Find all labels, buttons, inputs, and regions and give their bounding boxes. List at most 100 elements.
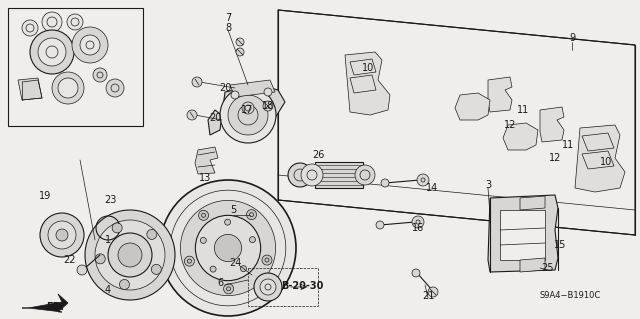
Text: 1: 1	[105, 235, 111, 245]
Text: 19: 19	[39, 191, 51, 201]
Circle shape	[214, 234, 242, 262]
Circle shape	[246, 210, 257, 220]
Bar	[315, 162, 363, 188]
Circle shape	[80, 35, 100, 55]
Circle shape	[30, 30, 74, 74]
Polygon shape	[575, 125, 625, 192]
Bar	[8, 8, 143, 126]
Circle shape	[231, 91, 239, 99]
Text: 11: 11	[562, 140, 574, 150]
Text: 4: 4	[105, 285, 111, 295]
Circle shape	[412, 269, 420, 277]
Polygon shape	[520, 258, 545, 272]
Circle shape	[355, 165, 375, 185]
Text: S9A4−B1910C: S9A4−B1910C	[540, 292, 600, 300]
Text: 8: 8	[225, 23, 231, 33]
Text: 11: 11	[517, 105, 529, 115]
Circle shape	[195, 215, 260, 281]
Bar	[248, 268, 318, 306]
Circle shape	[236, 48, 244, 56]
Circle shape	[22, 20, 38, 36]
Circle shape	[67, 14, 83, 30]
Circle shape	[147, 229, 157, 239]
Text: 23: 23	[104, 195, 116, 205]
Circle shape	[95, 220, 165, 290]
Text: B-20-30: B-20-30	[281, 281, 323, 291]
Circle shape	[77, 265, 87, 275]
Circle shape	[260, 279, 276, 295]
Text: 7: 7	[225, 13, 231, 23]
Text: 20: 20	[219, 83, 231, 93]
Polygon shape	[208, 85, 285, 138]
Circle shape	[412, 216, 424, 228]
Circle shape	[106, 79, 124, 97]
Circle shape	[376, 221, 384, 229]
Circle shape	[417, 174, 429, 186]
Text: 24: 24	[229, 258, 241, 268]
Circle shape	[236, 38, 244, 46]
Circle shape	[250, 237, 255, 243]
Circle shape	[192, 77, 202, 87]
Text: 26: 26	[312, 150, 324, 160]
Polygon shape	[345, 52, 390, 115]
Circle shape	[42, 12, 62, 32]
Polygon shape	[488, 195, 558, 272]
Circle shape	[187, 110, 197, 120]
Text: 13: 13	[199, 173, 211, 183]
Polygon shape	[278, 10, 635, 235]
Circle shape	[301, 164, 323, 186]
Circle shape	[108, 233, 152, 277]
Text: 21: 21	[422, 291, 434, 301]
Text: 5: 5	[230, 205, 236, 215]
Circle shape	[288, 163, 312, 187]
Text: 25: 25	[541, 263, 554, 273]
Circle shape	[254, 273, 282, 301]
Text: 15: 15	[554, 240, 566, 250]
Circle shape	[56, 229, 68, 241]
Circle shape	[262, 255, 272, 265]
Bar	[500, 210, 545, 260]
Circle shape	[40, 213, 84, 257]
Text: 12: 12	[549, 153, 561, 163]
Text: 6: 6	[217, 278, 223, 288]
Polygon shape	[195, 147, 218, 174]
Circle shape	[210, 266, 216, 272]
Circle shape	[112, 223, 122, 233]
Polygon shape	[230, 80, 275, 97]
Text: 10: 10	[600, 157, 612, 167]
Text: FR.: FR.	[46, 302, 64, 312]
Polygon shape	[488, 77, 512, 112]
Circle shape	[58, 78, 78, 98]
Circle shape	[428, 287, 438, 297]
Circle shape	[200, 237, 206, 243]
Circle shape	[38, 38, 66, 66]
Polygon shape	[540, 107, 564, 142]
Circle shape	[160, 180, 296, 316]
Circle shape	[184, 256, 195, 266]
Circle shape	[151, 264, 161, 274]
Circle shape	[72, 27, 108, 63]
Circle shape	[198, 210, 209, 220]
Polygon shape	[503, 123, 538, 150]
Polygon shape	[18, 78, 42, 100]
Circle shape	[242, 102, 254, 114]
Circle shape	[120, 279, 129, 289]
Circle shape	[95, 254, 105, 264]
Text: 18: 18	[262, 101, 274, 111]
Text: 17: 17	[241, 105, 253, 115]
Polygon shape	[520, 196, 545, 210]
Text: 9: 9	[569, 33, 575, 43]
Text: 14: 14	[426, 183, 438, 193]
Circle shape	[225, 219, 230, 225]
Text: 22: 22	[64, 255, 76, 265]
Text: 10: 10	[362, 63, 374, 73]
Polygon shape	[455, 93, 490, 120]
Circle shape	[220, 87, 276, 143]
Circle shape	[264, 88, 272, 96]
Text: 12: 12	[504, 120, 516, 130]
Circle shape	[85, 210, 175, 300]
Circle shape	[223, 284, 234, 294]
Circle shape	[93, 68, 107, 82]
Circle shape	[48, 221, 76, 249]
Circle shape	[180, 200, 276, 296]
